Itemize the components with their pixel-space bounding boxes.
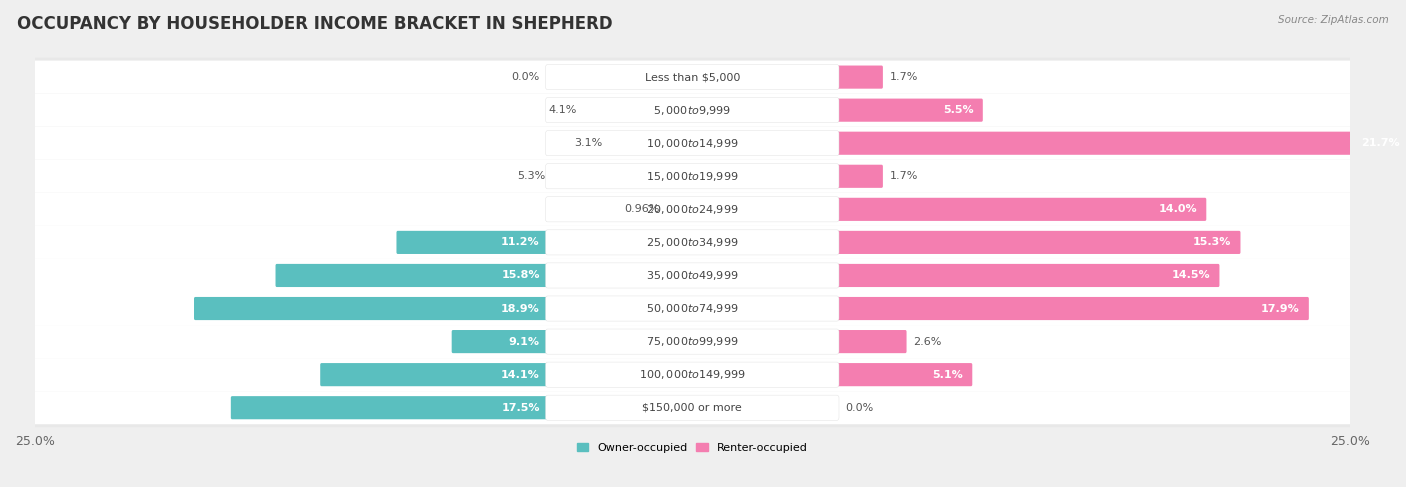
FancyBboxPatch shape <box>22 322 1361 361</box>
Text: 9.1%: 9.1% <box>509 337 540 347</box>
Text: 17.9%: 17.9% <box>1261 303 1299 314</box>
FancyBboxPatch shape <box>835 131 1406 155</box>
FancyBboxPatch shape <box>546 362 839 387</box>
FancyBboxPatch shape <box>30 292 1355 325</box>
FancyBboxPatch shape <box>451 330 548 353</box>
Text: $75,000 to $99,999: $75,000 to $99,999 <box>645 335 738 348</box>
FancyBboxPatch shape <box>30 193 1355 226</box>
Text: 14.0%: 14.0% <box>1159 205 1197 214</box>
FancyBboxPatch shape <box>835 363 973 386</box>
FancyBboxPatch shape <box>546 395 839 420</box>
Text: 2.6%: 2.6% <box>912 337 942 347</box>
Text: 21.7%: 21.7% <box>1361 138 1399 148</box>
Text: Less than $5,000: Less than $5,000 <box>644 72 740 82</box>
Text: 15.3%: 15.3% <box>1192 237 1232 247</box>
Text: 1.7%: 1.7% <box>890 72 918 82</box>
Text: 15.8%: 15.8% <box>502 270 540 281</box>
FancyBboxPatch shape <box>30 60 1355 94</box>
FancyBboxPatch shape <box>22 388 1361 427</box>
FancyBboxPatch shape <box>22 124 1361 163</box>
Text: 17.5%: 17.5% <box>502 403 540 412</box>
Text: $10,000 to $14,999: $10,000 to $14,999 <box>645 137 738 150</box>
FancyBboxPatch shape <box>30 94 1355 127</box>
FancyBboxPatch shape <box>546 131 839 156</box>
FancyBboxPatch shape <box>835 231 1240 254</box>
Text: 1.7%: 1.7% <box>890 171 918 181</box>
FancyBboxPatch shape <box>30 391 1355 424</box>
FancyBboxPatch shape <box>30 226 1355 259</box>
FancyBboxPatch shape <box>546 296 839 321</box>
FancyBboxPatch shape <box>546 230 839 255</box>
Text: 0.0%: 0.0% <box>512 72 540 82</box>
FancyBboxPatch shape <box>22 57 1361 96</box>
FancyBboxPatch shape <box>22 289 1361 328</box>
Text: $25,000 to $34,999: $25,000 to $34,999 <box>645 236 738 249</box>
FancyBboxPatch shape <box>546 263 839 288</box>
FancyBboxPatch shape <box>835 165 883 188</box>
Text: $50,000 to $74,999: $50,000 to $74,999 <box>645 302 738 315</box>
FancyBboxPatch shape <box>546 97 839 123</box>
Text: $15,000 to $19,999: $15,000 to $19,999 <box>645 170 738 183</box>
FancyBboxPatch shape <box>835 330 907 353</box>
Text: 3.1%: 3.1% <box>575 138 603 148</box>
FancyBboxPatch shape <box>22 157 1361 196</box>
FancyBboxPatch shape <box>546 164 839 189</box>
Text: 11.2%: 11.2% <box>501 237 540 247</box>
FancyBboxPatch shape <box>835 264 1219 287</box>
Text: $100,000 to $149,999: $100,000 to $149,999 <box>638 368 745 381</box>
FancyBboxPatch shape <box>546 65 839 90</box>
Text: Source: ZipAtlas.com: Source: ZipAtlas.com <box>1278 15 1389 25</box>
FancyBboxPatch shape <box>276 264 548 287</box>
FancyBboxPatch shape <box>30 259 1355 292</box>
FancyBboxPatch shape <box>194 297 548 320</box>
Text: 14.1%: 14.1% <box>501 370 540 380</box>
FancyBboxPatch shape <box>30 160 1355 193</box>
FancyBboxPatch shape <box>321 363 548 386</box>
FancyBboxPatch shape <box>835 98 983 122</box>
Text: 0.0%: 0.0% <box>845 403 873 412</box>
FancyBboxPatch shape <box>835 66 883 89</box>
Text: 18.9%: 18.9% <box>501 303 540 314</box>
Text: $5,000 to $9,999: $5,000 to $9,999 <box>654 104 731 117</box>
FancyBboxPatch shape <box>22 223 1361 262</box>
Text: $35,000 to $49,999: $35,000 to $49,999 <box>645 269 738 282</box>
Text: $20,000 to $24,999: $20,000 to $24,999 <box>645 203 738 216</box>
Text: $150,000 or more: $150,000 or more <box>643 403 742 412</box>
Text: 0.96%: 0.96% <box>624 205 659 214</box>
FancyBboxPatch shape <box>22 91 1361 130</box>
FancyBboxPatch shape <box>546 329 839 354</box>
FancyBboxPatch shape <box>22 190 1361 229</box>
FancyBboxPatch shape <box>231 396 548 419</box>
FancyBboxPatch shape <box>30 127 1355 160</box>
Legend: Owner-occupied, Renter-occupied: Owner-occupied, Renter-occupied <box>572 438 811 457</box>
Text: 5.5%: 5.5% <box>943 105 973 115</box>
Text: OCCUPANCY BY HOUSEHOLDER INCOME BRACKET IN SHEPHERD: OCCUPANCY BY HOUSEHOLDER INCOME BRACKET … <box>17 15 613 33</box>
FancyBboxPatch shape <box>22 355 1361 394</box>
Text: 5.1%: 5.1% <box>932 370 963 380</box>
FancyBboxPatch shape <box>835 198 1206 221</box>
FancyBboxPatch shape <box>22 256 1361 295</box>
FancyBboxPatch shape <box>835 297 1309 320</box>
FancyBboxPatch shape <box>30 325 1355 358</box>
Text: 5.3%: 5.3% <box>517 171 546 181</box>
FancyBboxPatch shape <box>30 358 1355 391</box>
Text: 14.5%: 14.5% <box>1171 270 1211 281</box>
FancyBboxPatch shape <box>396 231 548 254</box>
FancyBboxPatch shape <box>546 197 839 222</box>
Text: 4.1%: 4.1% <box>548 105 576 115</box>
